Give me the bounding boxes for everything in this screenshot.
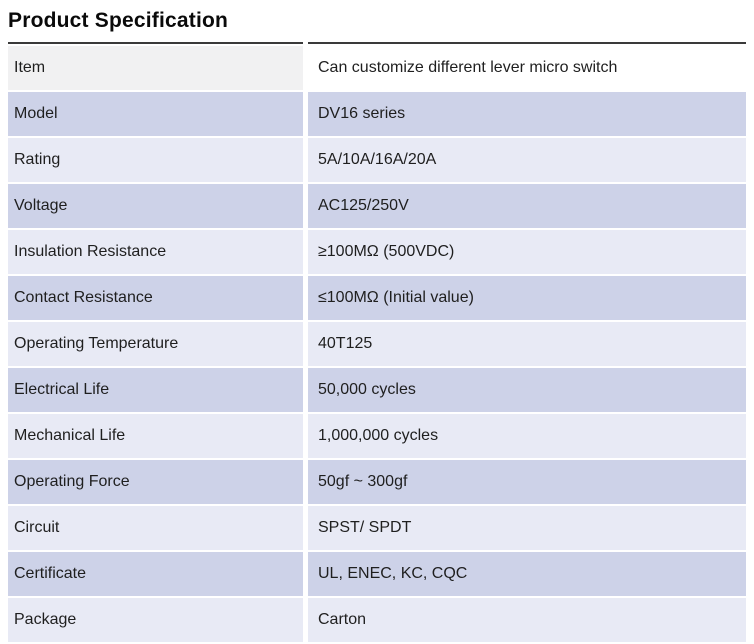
- spec-value: SPST/ SPDT: [308, 506, 746, 550]
- table-row: Insulation Resistance ≥100MΩ (500VDC): [8, 230, 746, 274]
- spec-value: AC125/250V: [308, 184, 746, 228]
- spec-label: Package: [8, 598, 303, 642]
- spec-value: 50,000 cycles: [308, 368, 746, 412]
- spec-label: Contact Resistance: [8, 276, 303, 320]
- spec-value: ≤100MΩ (Initial value): [308, 276, 746, 320]
- spec-label: Voltage: [8, 184, 303, 228]
- spec-value: 1,000,000 cycles: [308, 414, 746, 458]
- table-row: Operating Temperature 40T125: [8, 322, 746, 366]
- spec-value: 50gf ~ 300gf: [308, 460, 746, 504]
- table-row: Electrical Life 50,000 cycles: [8, 368, 746, 412]
- spec-value: Can customize different lever micro swit…: [308, 46, 746, 90]
- table-top-rule: [8, 42, 746, 44]
- spec-value: 40T125: [308, 322, 746, 366]
- spec-value: ≥100MΩ (500VDC): [308, 230, 746, 274]
- spec-value: DV16 series: [308, 92, 746, 136]
- top-rule-value-segment: [308, 42, 746, 44]
- table-row: Certificate UL, ENEC, KC, CQC: [8, 552, 746, 596]
- spec-value: 5A/10A/16A/20A: [308, 138, 746, 182]
- spec-value: UL, ENEC, KC, CQC: [308, 552, 746, 596]
- table-row: Contact Resistance ≤100MΩ (Initial value…: [8, 276, 746, 320]
- table-row: Model DV16 series: [8, 92, 746, 136]
- spec-label: Rating: [8, 138, 303, 182]
- spec-table: Item Can customize different lever micro…: [8, 42, 746, 642]
- spec-label: Item: [8, 46, 303, 90]
- spec-label: Model: [8, 92, 303, 136]
- spec-label: Certificate: [8, 552, 303, 596]
- table-row: Rating 5A/10A/16A/20A: [8, 138, 746, 182]
- spec-label: Electrical Life: [8, 368, 303, 412]
- table-row: Circuit SPST/ SPDT: [8, 506, 746, 550]
- table-row: Item Can customize different lever micro…: [8, 46, 746, 90]
- table-row: Operating Force 50gf ~ 300gf: [8, 460, 746, 504]
- page-title: Product Specification: [8, 9, 229, 32]
- table-row: Voltage AC125/250V: [8, 184, 746, 228]
- spec-label: Insulation Resistance: [8, 230, 303, 274]
- spec-label: Mechanical Life: [8, 414, 303, 458]
- spec-label: Operating Temperature: [8, 322, 303, 366]
- spec-rows: Item Can customize different lever micro…: [8, 46, 746, 642]
- table-row: Package Carton: [8, 598, 746, 642]
- spec-label: Operating Force: [8, 460, 303, 504]
- spec-label: Circuit: [8, 506, 303, 550]
- table-row: Mechanical Life 1,000,000 cycles: [8, 414, 746, 458]
- top-rule-label-segment: [8, 42, 303, 44]
- spec-value: Carton: [308, 598, 746, 642]
